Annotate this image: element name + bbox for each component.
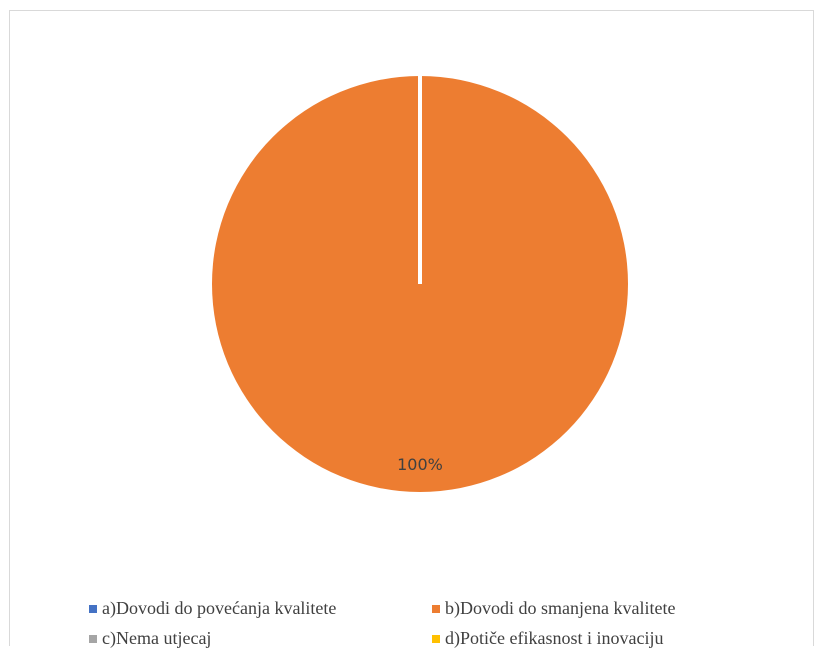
data-label-b: 100% <box>397 455 443 474</box>
legend-item-a: a)Dovodi do povećanja kvalitete <box>89 598 336 619</box>
legend-swatch-c <box>89 634 97 643</box>
legend-label-a: a)Dovodi do povećanja kvalitete <box>102 598 337 618</box>
legend-label-d: d)Potiče efikasnost i inovaciju <box>445 628 664 648</box>
legend-swatch-a <box>89 604 97 613</box>
legend-item-b: b)Dovodi do smanjena kvalitete <box>432 598 675 619</box>
legend-label-c: c)Nema utjecaj <box>102 628 212 648</box>
legend-item-c: c)Nema utjecaj <box>89 628 211 649</box>
legend-swatch-d <box>432 634 440 643</box>
legend-label-b: b)Dovodi do smanjena kvalitete <box>445 598 676 618</box>
legend-swatch-b <box>432 604 440 613</box>
legend-item-d: d)Potiče efikasnost i inovaciju <box>432 628 663 649</box>
